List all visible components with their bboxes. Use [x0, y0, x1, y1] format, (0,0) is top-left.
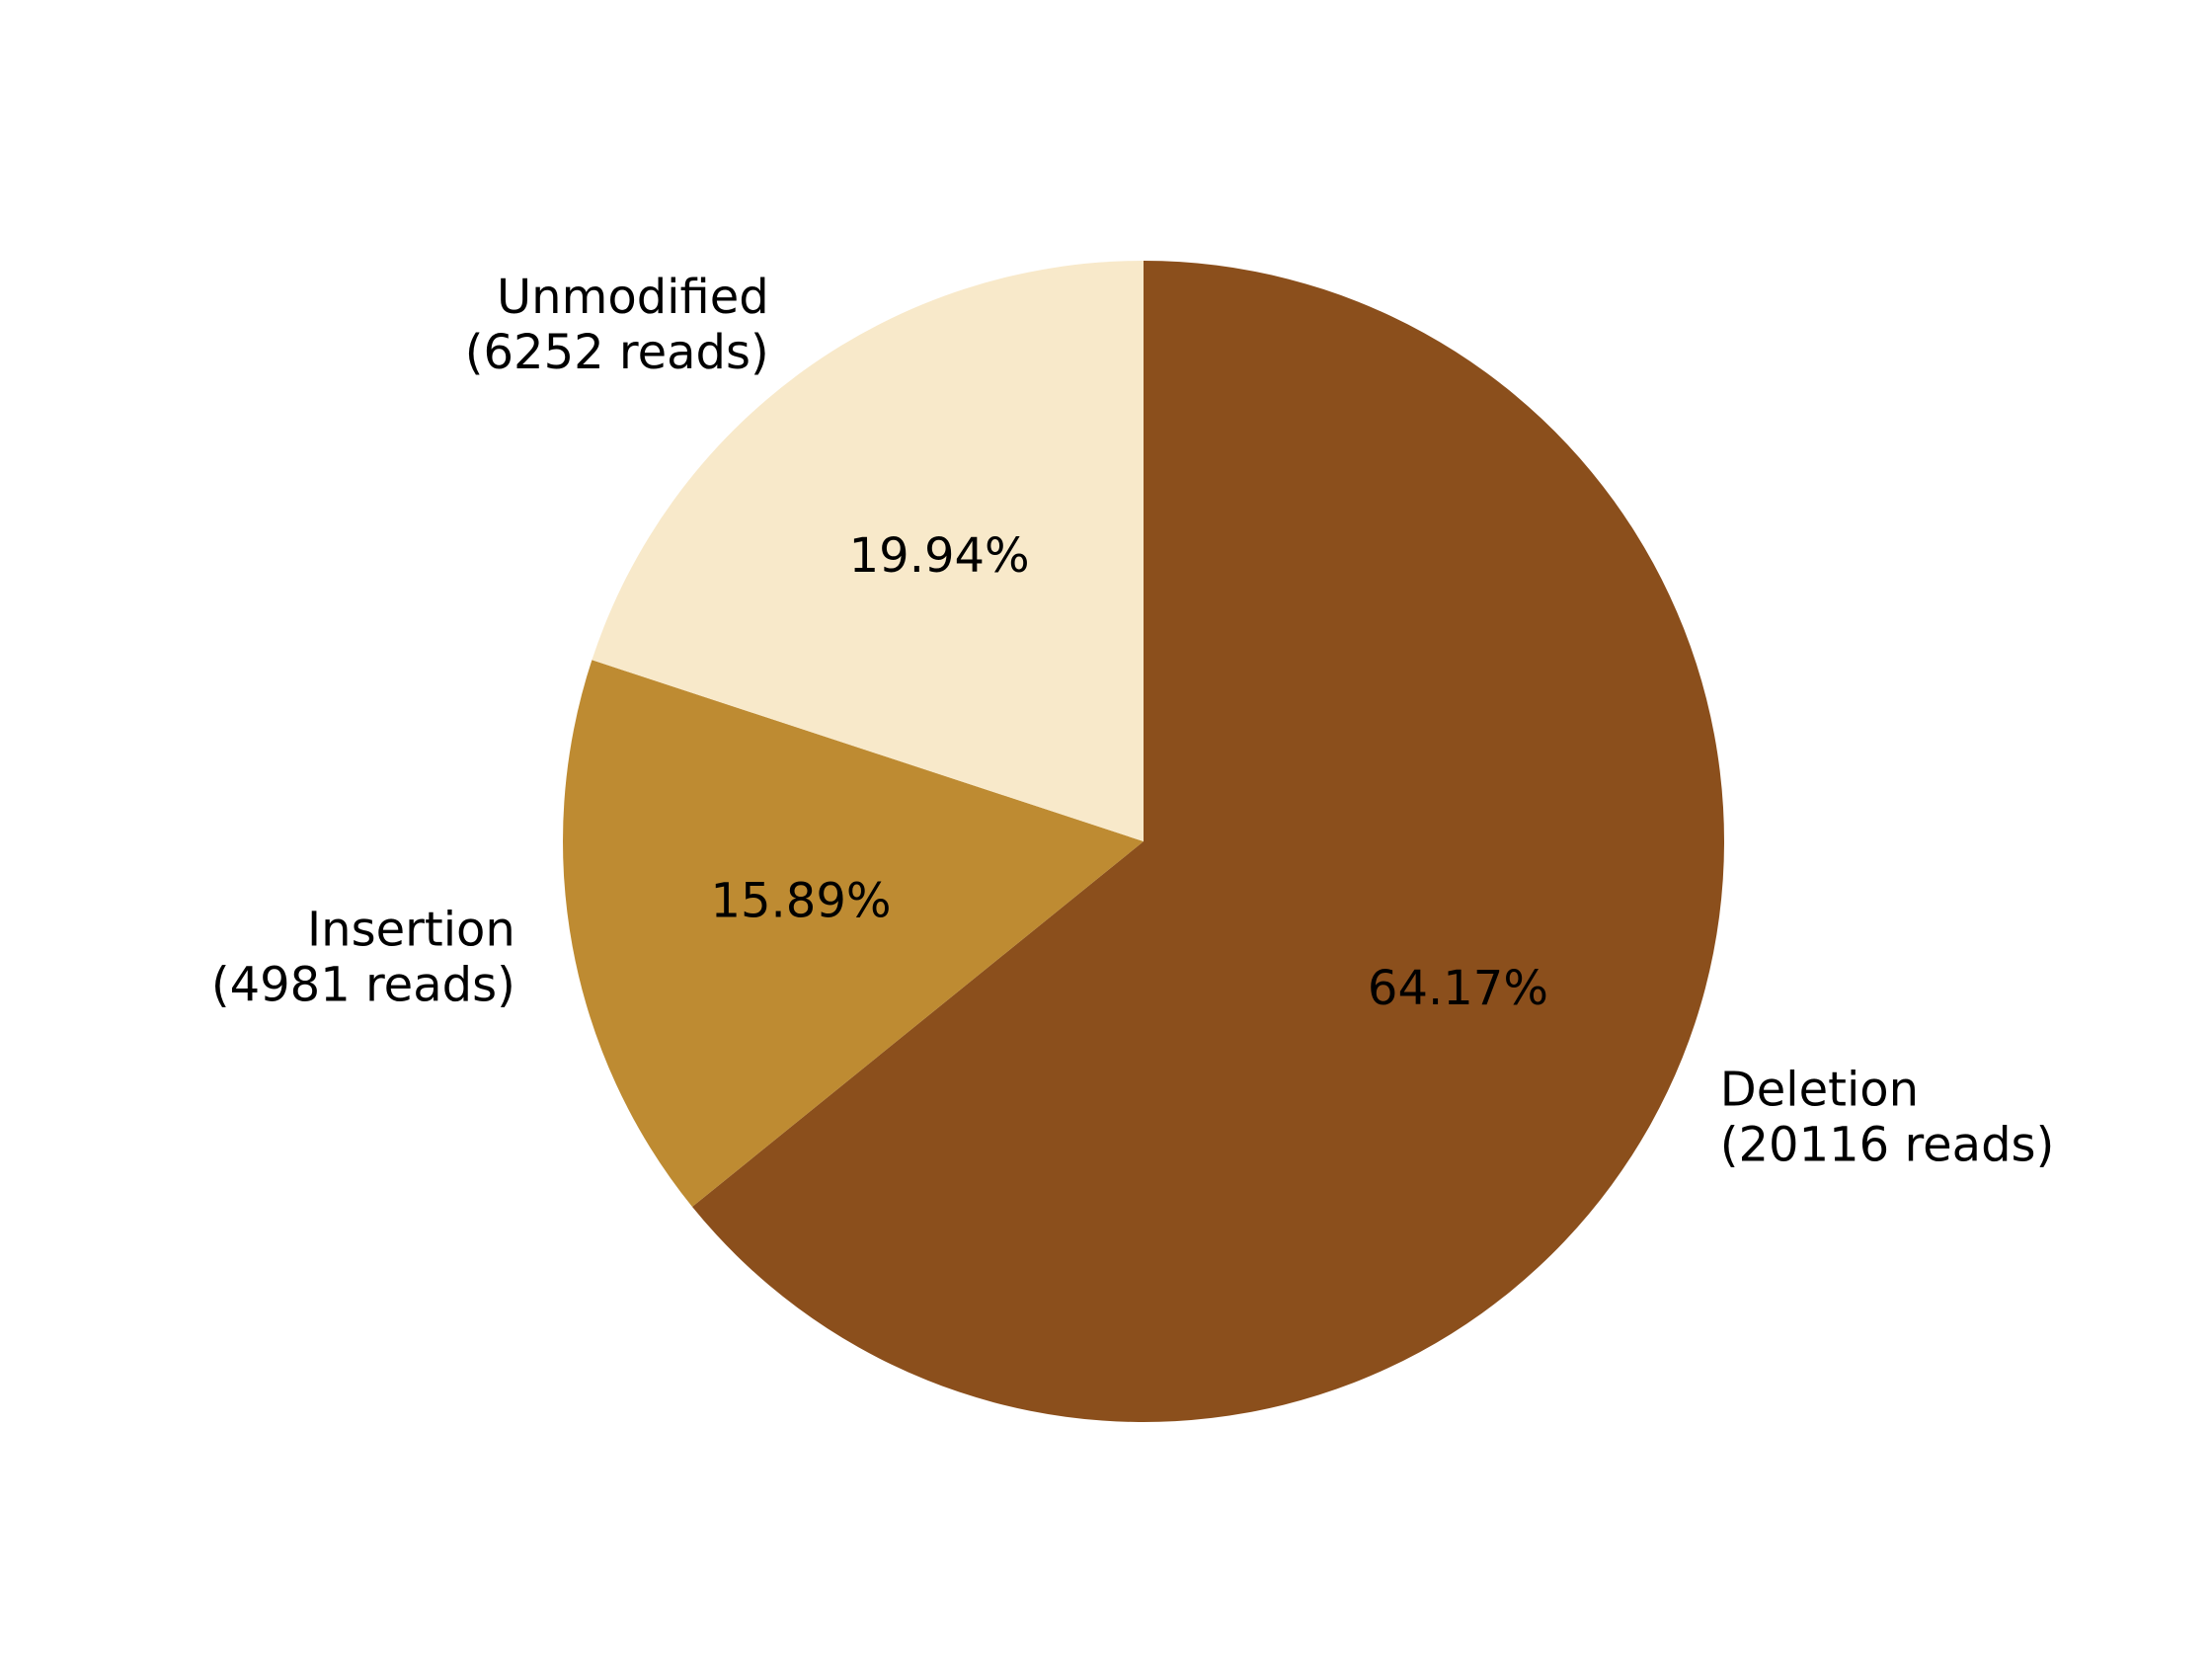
category-label-insertion: Insertion (4981 reads)	[211, 903, 515, 1013]
category-name: Unmodified	[497, 270, 769, 325]
pie-slice-deletion	[692, 261, 1724, 1422]
pie-slice-insertion	[563, 660, 1144, 1208]
category-label-unmodified: Unmodified (6252 reads)	[465, 270, 769, 380]
percent-label-insertion: 15.89%	[710, 874, 891, 929]
category-reads: (6252 reads)	[465, 325, 769, 380]
category-label-deletion: Deletion (20116 reads)	[1720, 1062, 2055, 1172]
category-name: Deletion	[1720, 1062, 1919, 1117]
pie-labels: 64.17% Deletion (20116 reads) 15.89% Inserti…	[211, 270, 2054, 1172]
pie-slice-unmodified	[592, 261, 1144, 841]
pie-slices	[563, 261, 1724, 1422]
category-reads: (4981 reads)	[211, 958, 515, 1013]
percent-label-unmodified: 19.94%	[849, 528, 1030, 584]
percent-label-deletion: 64.17%	[1368, 961, 1548, 1016]
category-reads: (20116 reads)	[1720, 1117, 2055, 1172]
category-name: Insertion	[307, 903, 515, 958]
